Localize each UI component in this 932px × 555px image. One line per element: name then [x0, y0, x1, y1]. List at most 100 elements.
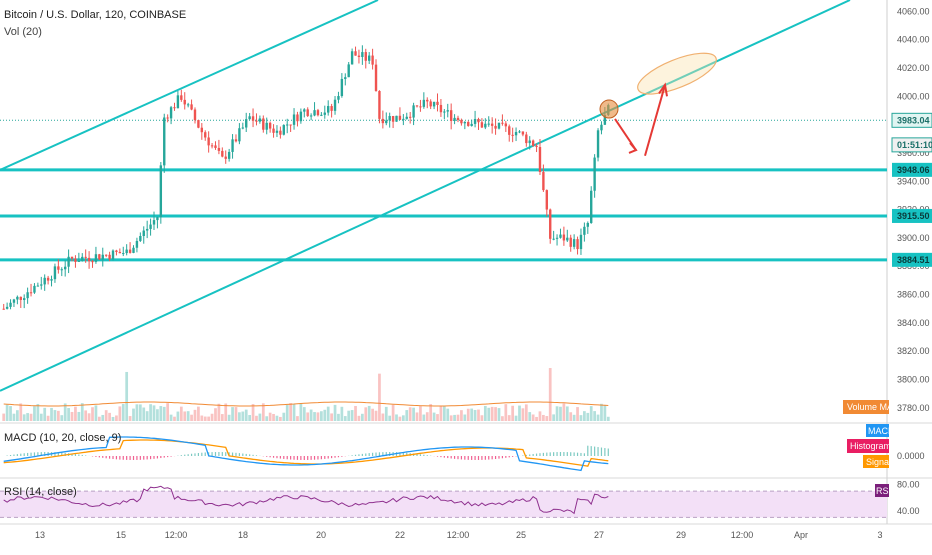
volume-bar	[395, 414, 398, 421]
volume-bar	[105, 410, 108, 421]
macd-histogram-bar	[437, 456, 438, 457]
candle-body	[252, 116, 254, 120]
volume-bar	[238, 412, 241, 421]
candle-body	[307, 109, 309, 116]
macd-histogram-bar	[184, 455, 185, 456]
volume-bar	[484, 406, 487, 421]
volume-bar	[340, 407, 343, 421]
candle-body	[382, 119, 384, 123]
candle-body	[262, 118, 264, 129]
volume-bar	[576, 407, 579, 421]
macd-histogram-bar	[194, 453, 195, 456]
volume-bar	[539, 411, 542, 421]
candle-body	[88, 258, 90, 261]
volume-bar	[443, 406, 446, 421]
time-tick-label: 18	[238, 530, 248, 540]
macd-histogram-bar	[509, 456, 510, 457]
volume-ma-badge-text: Volume MA	[847, 402, 893, 412]
volume-bar	[74, 407, 77, 421]
candle-body	[511, 135, 513, 136]
candle-body	[279, 131, 281, 135]
volume-bar	[108, 413, 111, 421]
volume-bar	[498, 408, 501, 421]
volume-bar	[580, 415, 583, 421]
volume-bar	[392, 405, 395, 421]
candle-body	[556, 238, 558, 239]
candle-body	[228, 152, 230, 159]
macd-histogram-bar	[20, 454, 21, 456]
volume-bar	[446, 409, 449, 421]
macd-histogram-bar	[211, 452, 212, 456]
volume-bar	[245, 410, 248, 421]
volume-bar	[604, 405, 607, 421]
macd-histogram-bar	[304, 456, 305, 460]
macd-histogram-bar	[276, 456, 277, 458]
candle-body	[477, 119, 479, 122]
candle-body	[348, 64, 350, 77]
macd-histogram-bar	[331, 456, 332, 458]
volume-bar	[436, 414, 439, 421]
candle-body	[153, 220, 155, 224]
volume-bar	[405, 410, 408, 421]
candle-body	[84, 257, 86, 258]
candle-body	[576, 239, 578, 249]
candle-body	[296, 114, 298, 121]
volume-bar	[371, 409, 374, 421]
macd-histogram-bar	[341, 456, 342, 457]
macd-histogram-bar	[372, 453, 373, 456]
candle-body	[399, 116, 401, 120]
volume-bar	[470, 409, 473, 421]
candle-body	[26, 292, 28, 298]
volume-bar	[368, 406, 371, 421]
candle-body	[57, 266, 59, 269]
candle-body	[494, 126, 496, 129]
price-axis-badge-text: 01:51:10	[897, 140, 932, 150]
chart-title: Bitcoin / U.S. Dollar, 120, COINBASE	[4, 9, 186, 21]
volume-bar	[183, 411, 186, 421]
macd-histogram-bar	[266, 456, 267, 457]
volume-bar	[26, 413, 29, 421]
candle-body	[501, 123, 503, 124]
volume-bar	[416, 412, 419, 421]
candle-body	[105, 255, 107, 256]
volume-bar	[218, 404, 221, 421]
candle-body	[197, 120, 199, 128]
volume-bar	[559, 407, 562, 421]
macd-histogram-bar	[311, 456, 312, 460]
candle-body	[508, 126, 510, 135]
macd-histogram-bar	[317, 456, 318, 460]
candle-body	[33, 286, 35, 293]
volume-bar	[600, 404, 603, 421]
price-axis-badge-text: 3884.51	[897, 255, 930, 265]
volume-bar	[378, 374, 381, 421]
volume-bar	[6, 405, 9, 421]
volume-bar	[54, 410, 57, 421]
volume-bar	[43, 408, 46, 421]
rsi-tick-label: 40.00	[897, 506, 920, 516]
candle-body	[214, 145, 216, 148]
volume-bar	[518, 406, 521, 421]
candle-body	[283, 125, 285, 135]
macd-histogram-bar	[34, 452, 35, 456]
macd-histogram-bar	[328, 456, 329, 459]
volume-bar	[13, 414, 16, 421]
volume-bar	[330, 413, 333, 421]
volume-bar	[71, 412, 74, 421]
candle-body	[112, 251, 114, 260]
macd-histogram-bar	[420, 454, 421, 456]
candle-body	[255, 121, 257, 122]
macd-histogram-bar	[273, 456, 274, 458]
candle-body	[375, 65, 377, 91]
candle-body	[166, 118, 168, 119]
volume-bar	[142, 408, 145, 421]
volume-bar	[170, 415, 173, 421]
volume-bar	[95, 405, 98, 421]
macd-histogram-bar	[24, 453, 25, 456]
macd-histogram-bar	[338, 456, 339, 457]
macd-histogram-bar	[608, 449, 609, 456]
volume-bar	[77, 412, 80, 421]
volume-bar	[491, 407, 494, 421]
candle-body	[242, 128, 244, 129]
candle-body	[484, 124, 486, 128]
